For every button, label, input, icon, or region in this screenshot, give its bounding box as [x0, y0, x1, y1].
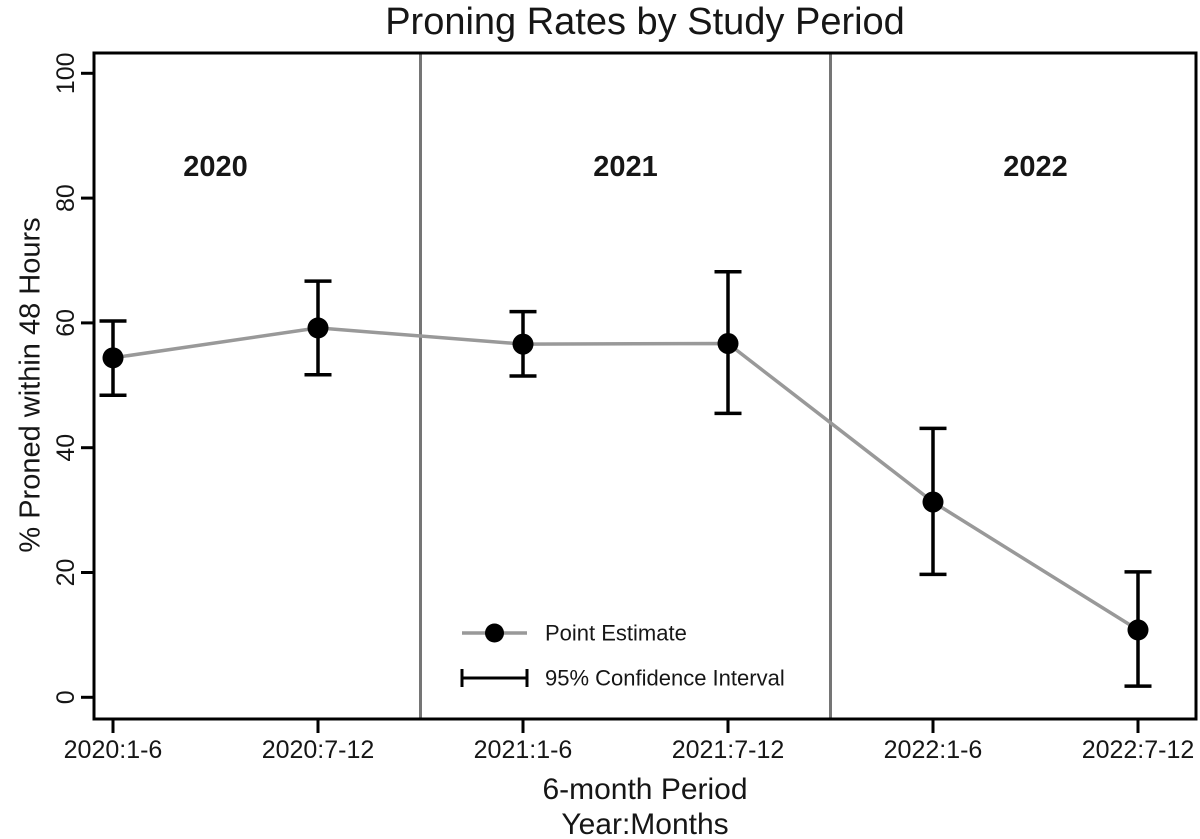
y-tick-label: 80	[52, 184, 80, 212]
chart-title: Proning Rates by Study Period	[385, 1, 905, 43]
legend-label-confidence-interval: 95% Confidence Interval	[545, 666, 785, 691]
x-tick-label: 2021:1-6	[474, 736, 573, 764]
y-tick-label: 60	[52, 309, 80, 337]
x-axis-subtitle: Year:Months	[561, 808, 729, 839]
plot-border	[92, 51, 1198, 721]
trend-line	[112, 326, 1139, 632]
x-axis-title: 6-month Period	[542, 773, 748, 806]
data-point-marker	[102, 347, 124, 369]
year-annotation: 2022	[1003, 151, 1068, 183]
data-point-marker	[717, 332, 739, 354]
data-point-marker	[512, 333, 534, 355]
y-tick-label: 20	[52, 559, 80, 587]
x-tick-label: 2020:7-12	[262, 736, 375, 764]
x-tick-label: 2020:1-6	[64, 736, 163, 764]
x-tick-label: 2021:7-12	[672, 736, 785, 764]
legend-dot-symbol	[485, 623, 504, 643]
x-tick-label: 2022:7-12	[1082, 736, 1195, 764]
data-point-marker	[1127, 619, 1149, 641]
y-tick-label: 100	[52, 52, 80, 94]
y-tick-label: 0	[52, 690, 80, 704]
x-tick-label: 2022:1-6	[884, 736, 983, 764]
data-point-marker	[307, 317, 329, 339]
year-annotation: 2020	[183, 151, 248, 183]
y-tick-label: 40	[52, 434, 80, 462]
legend-label-point-estimate: Point Estimate	[545, 621, 687, 646]
data-point-marker	[922, 491, 944, 513]
year-annotation: 2021	[593, 151, 658, 183]
